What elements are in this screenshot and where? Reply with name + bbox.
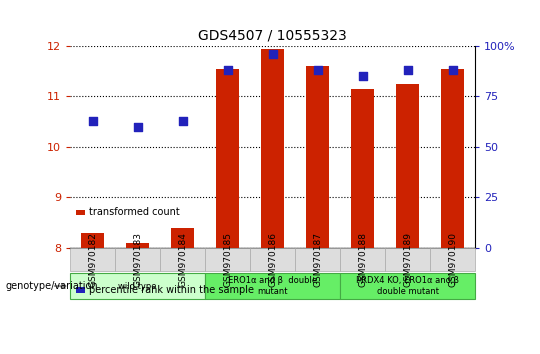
Bar: [396, 84, 419, 248]
FancyBboxPatch shape: [70, 273, 205, 299]
Text: GSM970185: GSM970185: [223, 232, 232, 287]
Point: [224, 67, 232, 73]
Point: [178, 118, 187, 124]
Text: transformed count: transformed count: [89, 207, 180, 217]
FancyBboxPatch shape: [250, 248, 295, 271]
Bar: [352, 89, 374, 248]
Text: GSM970188: GSM970188: [358, 232, 367, 287]
Text: GSM970189: GSM970189: [403, 232, 412, 287]
Text: GSM970187: GSM970187: [313, 232, 322, 287]
FancyBboxPatch shape: [115, 248, 160, 271]
Text: GSM970190: GSM970190: [448, 232, 457, 287]
Bar: [261, 48, 284, 248]
FancyBboxPatch shape: [340, 273, 475, 299]
Point: [403, 67, 412, 73]
FancyBboxPatch shape: [295, 248, 340, 271]
Bar: [82, 233, 104, 248]
FancyBboxPatch shape: [430, 248, 475, 271]
Point: [359, 74, 367, 79]
Text: GSM970183: GSM970183: [133, 232, 142, 287]
Text: percentile rank within the sample: percentile rank within the sample: [89, 285, 254, 295]
Text: ERO1α and β  double
mutant: ERO1α and β double mutant: [228, 276, 318, 296]
Bar: [172, 228, 194, 248]
FancyBboxPatch shape: [205, 248, 250, 271]
FancyBboxPatch shape: [70, 248, 115, 271]
FancyBboxPatch shape: [205, 273, 340, 299]
Bar: [76, 287, 85, 293]
Point: [268, 51, 277, 57]
Bar: [442, 69, 464, 248]
FancyBboxPatch shape: [385, 248, 430, 271]
Title: GDS4507 / 10555323: GDS4507 / 10555323: [198, 28, 347, 42]
Text: genotype/variation: genotype/variation: [5, 281, 98, 291]
FancyBboxPatch shape: [160, 248, 205, 271]
Bar: [217, 69, 239, 248]
Text: wild type: wild type: [118, 281, 157, 291]
Point: [448, 67, 457, 73]
FancyBboxPatch shape: [340, 248, 385, 271]
Point: [89, 118, 97, 124]
Text: PRDX4 KO, ERO1α and β
double mutant: PRDX4 KO, ERO1α and β double mutant: [356, 276, 459, 296]
Point: [313, 67, 322, 73]
Point: [133, 124, 142, 130]
Bar: [307, 66, 329, 248]
Text: GSM970186: GSM970186: [268, 232, 277, 287]
Text: GSM970184: GSM970184: [178, 232, 187, 287]
Text: GSM970182: GSM970182: [88, 232, 97, 287]
Bar: [76, 210, 85, 215]
Bar: [126, 243, 149, 248]
